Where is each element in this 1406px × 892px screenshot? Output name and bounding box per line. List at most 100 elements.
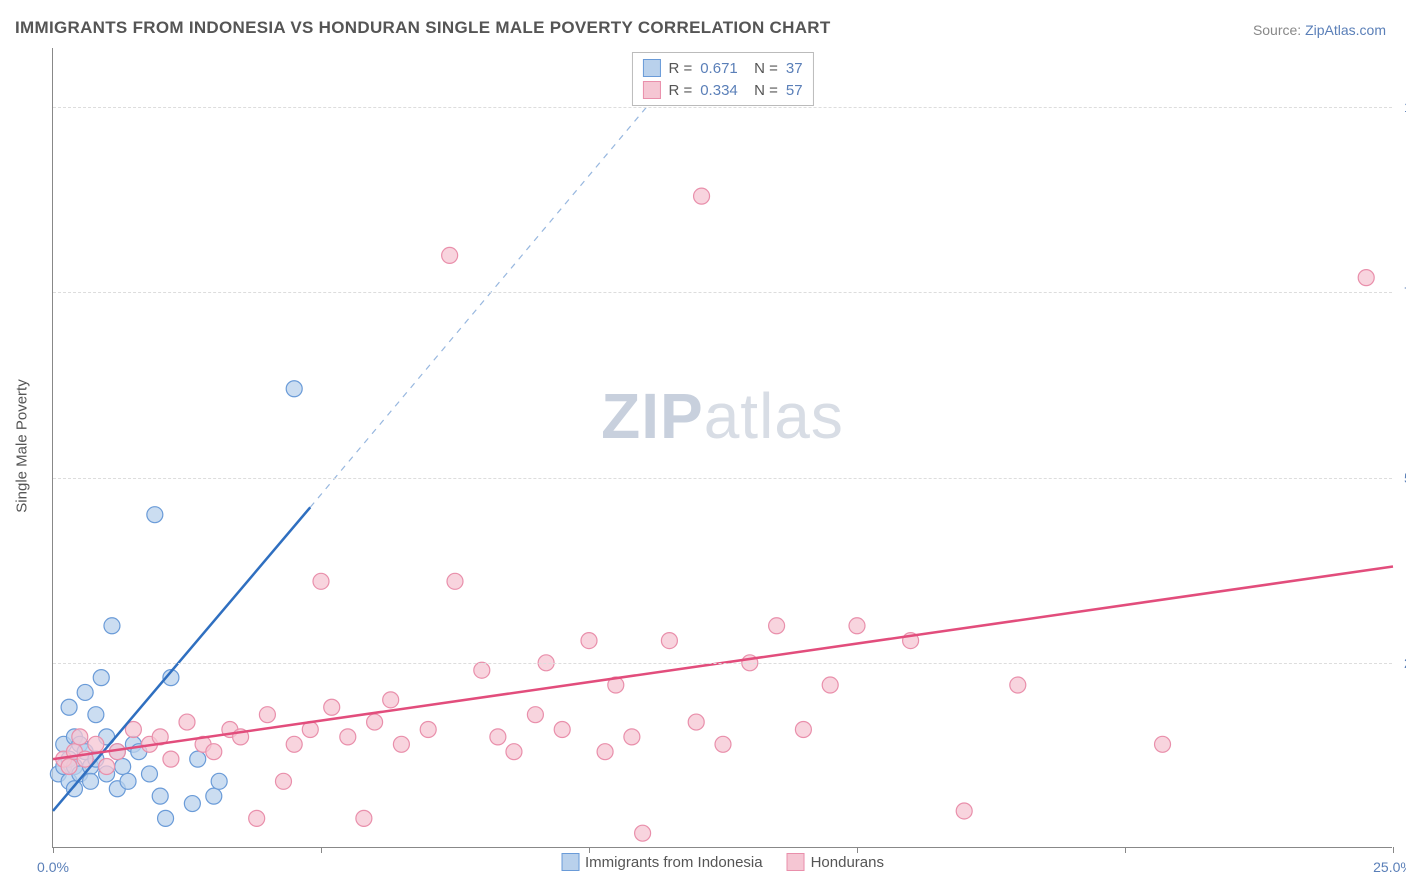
- legend-row-series-0: R = 0.671 N = 37: [642, 57, 802, 79]
- data-point: [324, 699, 340, 715]
- data-point: [206, 788, 222, 804]
- gridline: [53, 478, 1392, 479]
- legend-n-label-1: N =: [746, 82, 778, 99]
- data-point: [769, 618, 785, 634]
- gridline: [53, 663, 1392, 664]
- data-point: [115, 759, 131, 775]
- gridline: [53, 107, 1392, 108]
- data-point: [688, 714, 704, 730]
- data-point: [822, 677, 838, 693]
- data-point: [1358, 270, 1374, 286]
- data-point: [356, 810, 372, 826]
- data-point: [179, 714, 195, 730]
- legend-r-value-0: 0.671: [700, 60, 738, 77]
- data-point: [956, 803, 972, 819]
- x-tick: [1125, 847, 1126, 853]
- legend-r-label-0: R =: [668, 60, 692, 77]
- data-point: [527, 707, 543, 723]
- data-point: [849, 618, 865, 634]
- data-point: [152, 788, 168, 804]
- data-point: [93, 670, 109, 686]
- data-point: [340, 729, 356, 745]
- data-point: [120, 773, 136, 789]
- legend-swatch-0: [642, 59, 660, 77]
- trend-line: [53, 507, 310, 811]
- x-tick: [1393, 847, 1394, 853]
- x-tick: [53, 847, 54, 853]
- data-point: [61, 699, 77, 715]
- data-point: [206, 744, 222, 760]
- bottom-legend-item-1: Hondurans: [787, 853, 884, 871]
- data-point: [158, 810, 174, 826]
- y-tick-label: 25.0%: [1396, 655, 1406, 671]
- legend-n-value-1: 57: [786, 82, 803, 99]
- data-point: [624, 729, 640, 745]
- data-point: [661, 633, 677, 649]
- data-point: [554, 721, 570, 737]
- source-label: Source:: [1253, 22, 1301, 38]
- data-point: [635, 825, 651, 841]
- source-link[interactable]: ZipAtlas.com: [1305, 22, 1386, 38]
- data-point: [83, 773, 99, 789]
- legend-swatch-1: [642, 81, 660, 99]
- data-point: [442, 247, 458, 263]
- x-tick: [321, 847, 322, 853]
- legend-r-value-1: 0.334: [700, 82, 738, 99]
- data-point: [393, 736, 409, 752]
- plot-area: ZIPatlas R = 0.671 N = 37 R = 0.334 N = …: [52, 48, 1392, 848]
- data-point: [420, 721, 436, 737]
- plot-svg: [53, 48, 1392, 847]
- data-point: [1155, 736, 1171, 752]
- data-point: [190, 751, 206, 767]
- data-point: [694, 188, 710, 204]
- x-tick-label: 25.0%: [1373, 859, 1406, 875]
- data-point: [286, 381, 302, 397]
- y-tick-label: 100.0%: [1396, 99, 1406, 115]
- data-point: [597, 744, 613, 760]
- data-point: [581, 633, 597, 649]
- legend-row-series-1: R = 0.334 N = 57: [642, 79, 802, 101]
- data-point: [313, 573, 329, 589]
- data-point: [259, 707, 275, 723]
- data-point: [88, 707, 104, 723]
- data-point: [447, 573, 463, 589]
- bottom-legend: Immigrants from Indonesia Hondurans: [561, 853, 884, 871]
- data-point: [275, 773, 291, 789]
- data-point: [795, 721, 811, 737]
- data-point: [61, 759, 77, 775]
- data-point: [147, 507, 163, 523]
- bottom-legend-swatch-0: [561, 853, 579, 871]
- data-point: [211, 773, 227, 789]
- bottom-legend-item-0: Immigrants from Indonesia: [561, 853, 763, 871]
- data-point: [1010, 677, 1026, 693]
- data-point: [88, 736, 104, 752]
- source-attribution: Source: ZipAtlas.com: [1253, 22, 1386, 38]
- legend-r-label-1: R =: [668, 82, 692, 99]
- bottom-legend-label-1: Hondurans: [811, 854, 884, 871]
- data-point: [506, 744, 522, 760]
- x-tick-label: 0.0%: [37, 859, 69, 875]
- data-point: [286, 736, 302, 752]
- bottom-legend-label-0: Immigrants from Indonesia: [585, 854, 763, 871]
- data-point: [474, 662, 490, 678]
- data-point: [383, 692, 399, 708]
- data-point: [184, 796, 200, 812]
- y-axis-label: Single Male Poverty: [14, 379, 31, 512]
- data-point: [99, 759, 115, 775]
- gridline: [53, 292, 1392, 293]
- trend-line-extrapolated: [310, 48, 696, 507]
- chart-title: IMMIGRANTS FROM INDONESIA VS HONDURAN SI…: [15, 18, 831, 38]
- correlation-legend: R = 0.671 N = 37 R = 0.334 N = 57: [631, 52, 813, 106]
- data-point: [249, 810, 265, 826]
- legend-n-value-0: 37: [786, 60, 803, 77]
- data-point: [66, 781, 82, 797]
- y-tick-label: 50.0%: [1396, 470, 1406, 486]
- data-point: [163, 751, 179, 767]
- legend-n-label-0: N =: [746, 60, 778, 77]
- data-point: [72, 729, 88, 745]
- data-point: [367, 714, 383, 730]
- data-point: [77, 684, 93, 700]
- chart-container: IMMIGRANTS FROM INDONESIA VS HONDURAN SI…: [0, 0, 1406, 892]
- data-point: [490, 729, 506, 745]
- data-point: [104, 618, 120, 634]
